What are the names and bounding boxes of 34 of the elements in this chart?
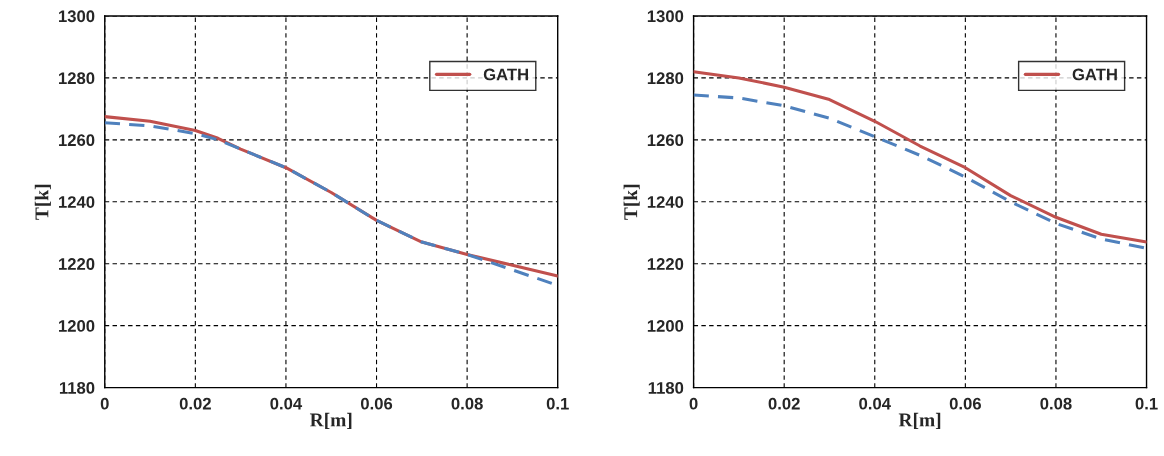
- y-tick-label: 1200: [647, 320, 684, 332]
- x-tick-label: 0.06: [949, 397, 981, 410]
- x-tick-label: 0.08: [451, 397, 483, 410]
- y-axis-title: T[k]: [623, 184, 640, 220]
- y-tick-label: 1200: [59, 320, 95, 332]
- x-tick-label: 0.06: [360, 397, 393, 410]
- y-tick-label: 1180: [648, 382, 684, 394]
- y-tick-label: 1300: [647, 10, 684, 23]
- x-axis-title: R[m]: [898, 412, 941, 429]
- y-axis-title: T[k]: [34, 184, 51, 220]
- y-tick-label: 1220: [59, 258, 95, 270]
- legend-label: GATH: [483, 68, 528, 81]
- x-tick-label: 0: [689, 397, 698, 410]
- y-tick-label: 1260: [647, 134, 684, 147]
- y-tick-label: 1240: [59, 196, 95, 208]
- y-tick-label: 1240: [647, 196, 684, 208]
- line-series: [693, 70, 1147, 244]
- x-tick-label: 0.04: [859, 397, 891, 410]
- y-tick-label: 1180: [59, 382, 95, 394]
- x-tick-label: 0.04: [270, 397, 303, 410]
- x-tick-label: 0.02: [768, 397, 800, 410]
- x-tick-label: 0.02: [179, 397, 211, 410]
- y-tick-label: 1300: [59, 10, 95, 23]
- y-tick-label: 1280: [59, 72, 95, 85]
- x-tick-label: 0.08: [1040, 397, 1072, 410]
- line-series: [693, 93, 1147, 250]
- x-tick-label: 0.1: [1135, 397, 1158, 410]
- x-tick-label: 0.1: [546, 397, 569, 410]
- y-tick-label: 1280: [647, 72, 684, 85]
- x-tick-label: 0: [100, 397, 109, 410]
- y-tick-label: 1260: [59, 134, 95, 147]
- y-tick-label: 1220: [647, 258, 684, 270]
- x-axis-title: R[m]: [309, 412, 352, 429]
- legend-label: GATH: [1072, 68, 1117, 81]
